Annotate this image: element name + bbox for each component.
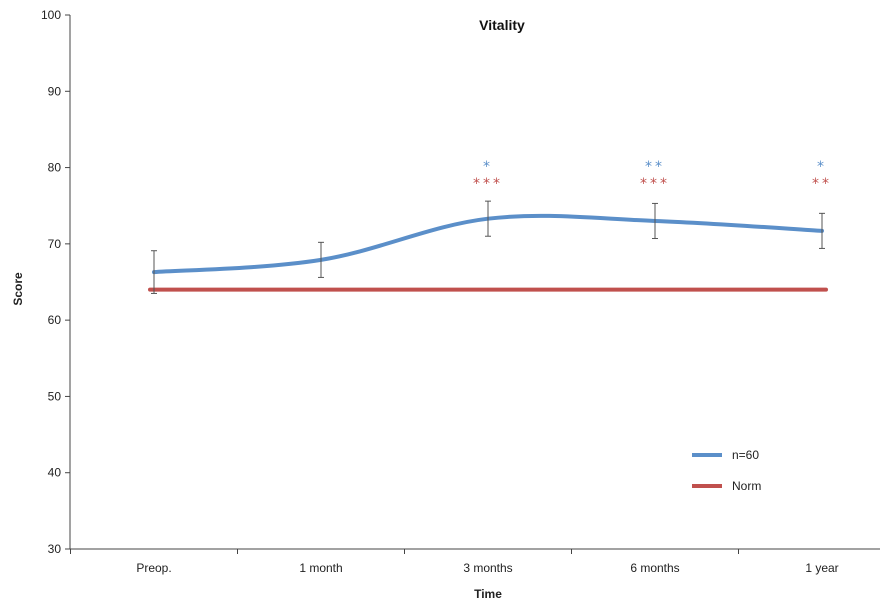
chart-title: Vitality: [479, 17, 525, 33]
y-tick-label: 100: [41, 8, 61, 22]
y-tick-label: 60: [48, 313, 62, 327]
axes: 30 40 50 60 70 80 90 100 Preop. 1 month 3 months 6 …: [41, 8, 880, 575]
y-tick-label: 80: [48, 161, 62, 175]
y-axis-title: Score: [11, 272, 25, 306]
legend-label-norm: Norm: [732, 479, 761, 493]
x-tick-label: Preop.: [136, 561, 171, 575]
y-tick-label: 90: [48, 84, 62, 98]
legend-label-n60: n=60: [732, 448, 759, 462]
x-tick-label: 1 year: [805, 561, 838, 575]
x-axis-title: Time: [474, 587, 502, 601]
legend: n=60 Norm: [692, 448, 761, 493]
x-tick-label: 3 months: [463, 561, 512, 575]
y-tick-label: 50: [48, 389, 62, 403]
y-tick-label: 30: [48, 542, 62, 556]
significance-vs-norm: ***: [473, 176, 503, 192]
y-tick-label: 70: [48, 237, 62, 251]
y-tick-label: 40: [48, 466, 62, 480]
error-bars: [151, 200, 825, 294]
significance-vs-norm: **: [812, 176, 832, 192]
significance-vs-preop: *: [483, 159, 493, 175]
significance-vs-preop: *: [817, 159, 827, 175]
x-tick-label: 1 month: [299, 561, 342, 575]
significance-vs-preop: **: [645, 159, 665, 175]
significance-vs-norm: ***: [640, 176, 670, 192]
x-tick-label: 6 months: [630, 561, 679, 575]
significance-markers: ************: [473, 159, 832, 192]
